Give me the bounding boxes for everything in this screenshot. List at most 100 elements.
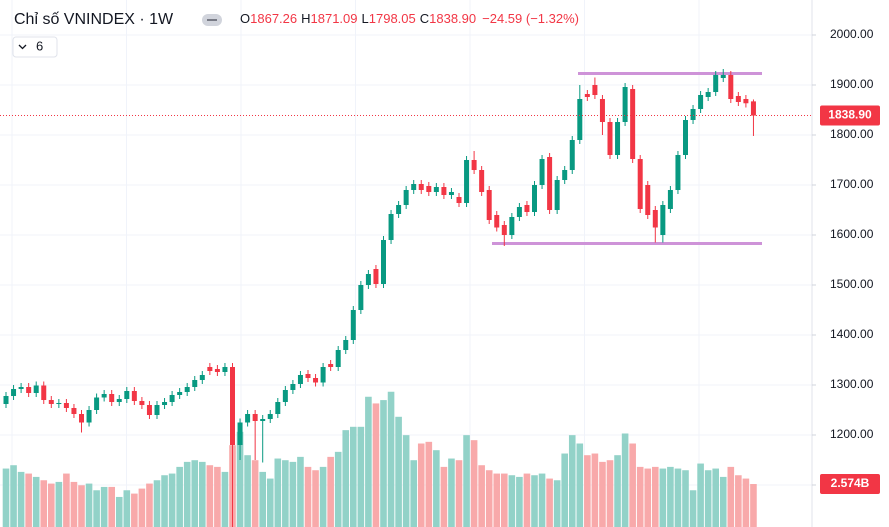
volume-bar (55, 481, 63, 527)
candle-body (184, 387, 190, 392)
candle-body (630, 89, 636, 159)
volume-bar (659, 468, 667, 527)
volume-bar (501, 473, 508, 527)
candle-body (162, 402, 168, 405)
candle-body (63, 403, 69, 408)
candle-body (698, 95, 704, 109)
candle-body (615, 122, 621, 155)
candle-body (381, 240, 386, 284)
volume-bar (372, 403, 380, 527)
volume-bar (395, 416, 402, 527)
candle-body (532, 185, 537, 212)
candle-body (464, 160, 470, 203)
candle-body (207, 367, 213, 371)
volume-bar (191, 460, 199, 527)
candle-body (456, 197, 462, 203)
candle-body (516, 207, 522, 217)
candle-body (652, 210, 658, 228)
volume-bar (176, 466, 183, 527)
volume-bar (704, 470, 712, 527)
candle-body (562, 170, 568, 180)
volume-bar (727, 466, 735, 527)
candle-body (343, 340, 349, 350)
candle-body (750, 101, 756, 116)
candle-body (169, 395, 175, 402)
candle-body (720, 75, 726, 78)
legend-key: O (240, 11, 250, 26)
candle-body (313, 378, 319, 383)
candle-body (494, 215, 500, 228)
legend-key: H (301, 11, 310, 26)
candle-body (743, 99, 749, 104)
candle-body (18, 387, 24, 389)
candle-body (297, 375, 303, 384)
volume-bar (531, 475, 538, 527)
indicator-count: 6 (36, 38, 43, 53)
candle-body (282, 390, 288, 402)
ohlc-legend: O1867.26 H1871.09 L1798.05 C1838.90 −24.59 (… (240, 11, 579, 26)
legend-key: C (420, 11, 429, 26)
y-tick-label: 1600.00 (830, 227, 874, 241)
candle-body (139, 401, 145, 405)
y-tick-label: 2000.00 (830, 27, 874, 41)
candle-body (728, 75, 734, 99)
volume-bar (614, 455, 621, 527)
candle-body (222, 367, 228, 372)
volume-bar (682, 470, 689, 527)
candle-body (305, 374, 311, 378)
candle-body (11, 389, 17, 396)
volume-bar (674, 468, 682, 527)
candle-body (124, 391, 130, 399)
volume-bar (621, 433, 629, 527)
volume-bar (244, 455, 251, 527)
volume-bar (146, 483, 153, 527)
volume-bar (115, 496, 123, 527)
volume-bar (206, 465, 214, 527)
volume-bar (183, 461, 191, 527)
candle-body (275, 402, 281, 414)
candle-body (290, 384, 296, 390)
indicator-toggle[interactable] (12, 36, 58, 58)
candle-body (79, 414, 84, 423)
candle-body (245, 414, 251, 423)
volume-bar (644, 468, 652, 527)
volume-bar (334, 451, 342, 527)
candle-body (418, 184, 424, 190)
candle-body (26, 387, 32, 393)
candle-body (33, 385, 39, 393)
candle-body (471, 160, 477, 170)
candle-body (267, 414, 273, 419)
legend-value: 1867.26 (250, 11, 297, 26)
candle-body (192, 380, 198, 387)
collapse-icon (207, 19, 217, 21)
volume-bar (455, 460, 463, 527)
candle-body (109, 394, 115, 402)
volume-bar (32, 476, 40, 527)
volume-bar (365, 396, 372, 527)
volume-bar (636, 466, 644, 527)
volume-bar (523, 473, 531, 527)
volume-bar (297, 456, 304, 527)
candle-body (214, 369, 220, 372)
candle-body (592, 85, 598, 95)
candle-body (396, 205, 402, 214)
volume-bar (108, 486, 115, 527)
candle-body (584, 94, 590, 97)
candle-body (237, 422, 243, 445)
y-tick-label: 1400.00 (830, 327, 874, 341)
plot (0, 34, 812, 527)
candle-body (199, 375, 205, 380)
volume-bar (425, 441, 433, 527)
volume-bar (266, 478, 274, 527)
legend-key: L (362, 11, 369, 26)
candle-body (441, 187, 447, 195)
volume-bar (493, 473, 501, 527)
volume-bar (274, 458, 282, 527)
volume-bar (380, 400, 387, 527)
volume-bar (417, 443, 425, 527)
volume-bar (689, 490, 697, 527)
volume-bar (10, 465, 17, 527)
candle-body (690, 109, 696, 120)
candle-body (547, 157, 553, 210)
